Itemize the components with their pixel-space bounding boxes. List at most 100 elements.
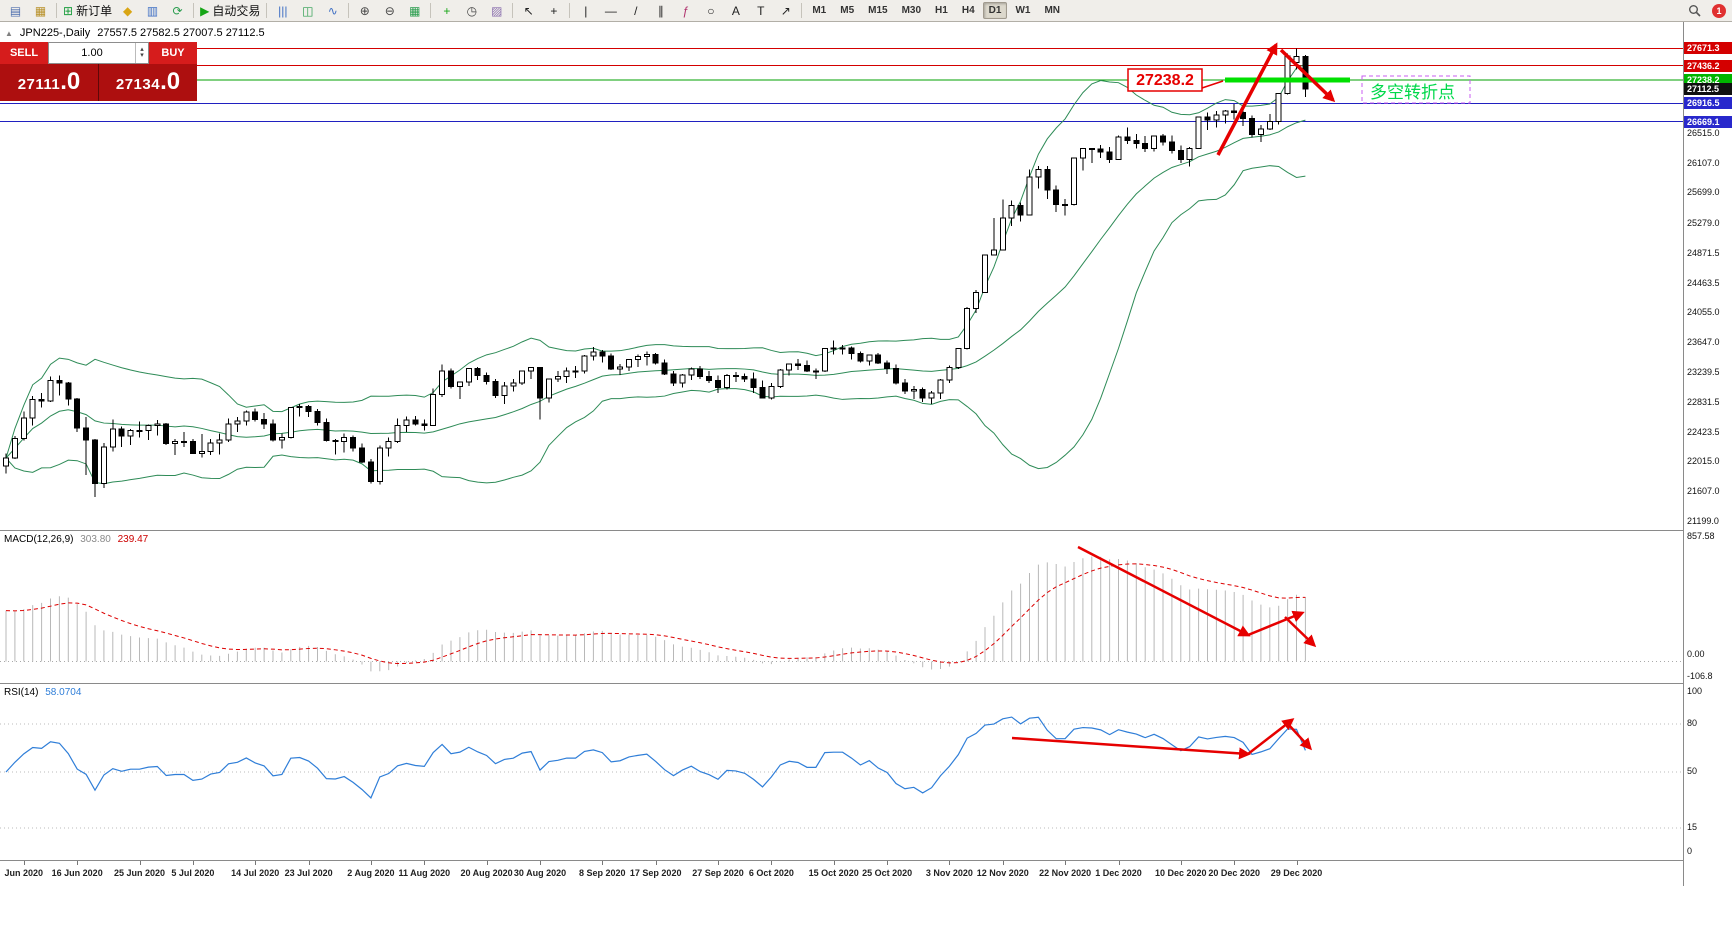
cursor-button[interactable]: ↖ [516,1,541,21]
buy-button[interactable]: BUY [149,42,197,64]
time-axis-label: 17 Sep 2020 [629,868,682,878]
line-chart-button[interactable]: ∿ [320,1,345,21]
rsi-panel-canvas[interactable] [0,683,1683,860]
timeframe-m30[interactable]: M30 [901,5,922,16]
trend-arrow[interactable] [1279,48,1336,103]
crosshair-button[interactable]: + [541,1,566,21]
label-button[interactable]: T [748,1,773,21]
sell-price[interactable]: 27111.0 [17,68,81,95]
trend-arrow[interactable] [1247,718,1295,755]
rsi-name: RSI(14) [4,687,39,698]
timeframe-d1[interactable]: D1 [982,2,1008,19]
zoom-out-button[interactable]: ⊖ [377,1,402,21]
volume-up-icon[interactable]: ▴ [140,45,144,53]
horizontal-line-button[interactable]: — [598,1,623,21]
line-chart-icon: ∿ [327,3,338,18]
bar-chart-button[interactable]: ||| [270,1,295,21]
trendline-button[interactable]: / [623,1,648,21]
time-axis-tick [370,861,372,865]
strategy-tester-icon: ⟳ [172,3,183,18]
text-button[interactable]: A [723,1,748,21]
time-axis-tick [1065,861,1067,865]
trend-arrow[interactable] [1247,610,1305,637]
toolbar-separator [266,3,268,18]
buy-price[interactable]: 27134.0 [98,64,197,101]
channel-button[interactable]: ∥ [648,1,673,21]
search-icon[interactable] [1682,1,1707,21]
bollinger-middle-band[interactable] [5,119,1306,459]
timeframe-mn[interactable]: MN [1044,5,1060,16]
time-axis-label: 1 Dec 2020 [1095,868,1142,878]
macd-name: MACD(12,26,9) [4,534,74,545]
toolbar-buttons: ▤ ▦ ⊞ 新订单 ◆ ▥ ⟳ ▶ 自动交易 ||| ◫ ∿ ⊕ ⊖ ▦ + ◷ ▨ ↖ + | — / ∥ ƒ ○ A T ↗ [3,1,805,21]
sell-button[interactable]: SELL [0,42,48,64]
fibonacci-icon: ƒ [682,3,690,18]
trend-arrow[interactable] [1287,723,1313,751]
macd-histogram [5,556,1306,672]
bollinger-upper-band[interactable] [5,63,1306,459]
chart-title: ▲ JPN225-,Daily 27557.5 27582.5 27007.5 … [5,27,265,39]
periods-button[interactable]: ◷ [459,1,484,21]
autotrading-label: 自动交易 [212,3,261,18]
collapse-panel-icon[interactable]: ▲ [5,28,13,38]
main-chart-canvas[interactable]: 27238.2 多空转折点 [0,22,1683,530]
price-callout-box[interactable] [1127,68,1203,92]
trendline-icon: / [634,3,638,18]
timeframe-w1[interactable]: W1 [1015,5,1031,16]
timeframe-m15[interactable]: M15 [868,5,888,16]
indicators-icon: + [443,3,451,18]
templates-button[interactable]: ▨ [484,1,509,21]
volume-field[interactable]: 1.00 ▴ ▾ [48,42,149,64]
data-window-button[interactable]: ▥ [140,1,165,21]
text-icon: A [731,3,740,18]
callout-leader-line [1201,80,1224,89]
trend-arrow[interactable] [1284,616,1317,648]
time-axis[interactable]: Jun 2020 16 Jun 2020 25 Jun 2020 5 Jul 2020… [0,860,1683,887]
time-axis-label: 10 Dec 2020 [1155,868,1207,878]
bar-chart-icon: ||| [278,3,288,18]
macd-main-value: 303.80 [80,534,111,545]
rsi-value: 58.0704 [45,687,82,698]
turning-point-selection-box[interactable] [1361,75,1471,104]
timeframe-m1[interactable]: M1 [812,5,827,16]
trend-arrow[interactable] [1216,42,1278,156]
shapes-icon: ○ [707,3,715,18]
vertical-line-button[interactable]: | [573,1,598,21]
strategy-tester-button[interactable]: ⟳ [165,1,190,21]
time-axis-tick [833,861,835,865]
time-axis-label: 11 Aug 2020 [398,868,451,878]
chart-profiles-button[interactable]: ▦ [28,1,53,21]
new-chart-button[interactable]: ▤ [3,1,28,21]
turning-point-label[interactable]: 多空转折点 [1370,83,1455,102]
tile-windows-button[interactable]: ▦ [402,1,427,21]
fibonacci-button[interactable]: ƒ [673,1,698,21]
zoom-in-button[interactable]: ⊕ [352,1,377,21]
notification-badge[interactable]: 1 [1712,3,1726,18]
new-order-button[interactable]: ⊞ 新订单 [60,1,115,21]
candles [3,48,1309,497]
new-order-icon: ⊞ [63,3,74,18]
indicators-button[interactable]: + [434,1,459,21]
new-chart-icon: ▤ [9,3,22,18]
trend-arrow[interactable] [1077,545,1251,637]
autotrading-button[interactable]: ▶ 自动交易 [197,1,263,21]
volume-value: 1.00 [81,47,103,59]
shapes-button[interactable]: ○ [698,1,723,21]
arrows-tool-button[interactable]: ↗ [773,1,798,21]
macd-panel-canvas[interactable] [0,530,1683,683]
timeframe-h4[interactable]: H4 [961,5,975,16]
price-axis[interactable]: 26515.0 26107.0 25699.0 25279.0 24871.5 24463… [1683,22,1732,886]
volume-spinner[interactable]: ▴ ▾ [135,43,148,63]
volume-down-icon[interactable]: ▾ [140,52,144,59]
timeframe-h1[interactable]: H1 [935,5,948,16]
candlestick-button[interactable]: ◫ [295,1,320,21]
macd-signal-line [5,563,1306,665]
timeframe-m5[interactable]: M5 [840,5,855,16]
market-watch-icon: ◆ [122,3,133,18]
time-axis-tick [1234,861,1236,865]
price-tag: 26669.1 [1684,115,1732,128]
time-axis-label: 25 Oct 2020 [862,868,913,878]
bollinger-lower-band[interactable] [5,165,1306,485]
trend-arrow[interactable] [1011,736,1251,760]
market-watch-button[interactable]: ◆ [115,1,140,21]
